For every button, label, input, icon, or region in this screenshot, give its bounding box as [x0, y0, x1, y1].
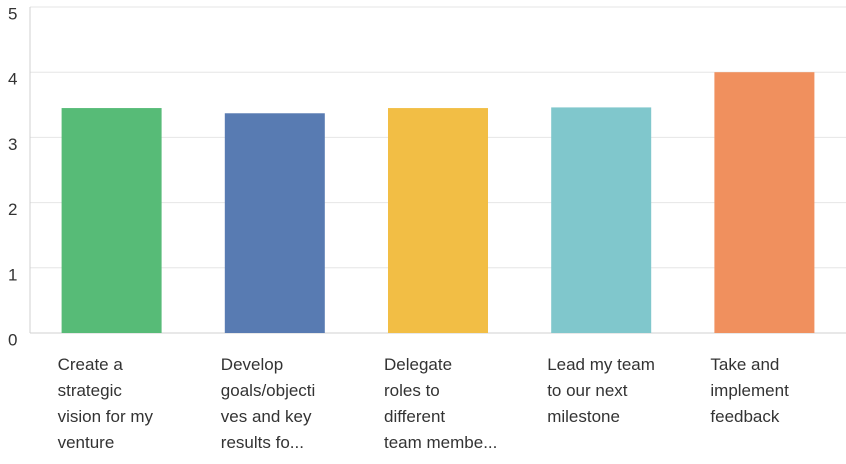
x-tick-label: Lead my team to our next milestone [547, 355, 655, 426]
x-tick-label: Delegate roles to different team membe..… [384, 355, 498, 452]
x-tick-label: Develop goals/objecti ves and key result… [220, 355, 316, 452]
y-tick-label: 2 [8, 200, 17, 219]
y-tick-label: 0 [8, 330, 17, 349]
y-tick-label: 1 [8, 265, 17, 284]
y-tick-label: 5 [8, 4, 17, 23]
y-tick-label: 3 [8, 135, 17, 154]
x-tick-label: Create a strategic vision for my venture [57, 355, 154, 452]
x-tick-label: Take and implement feedback [710, 355, 789, 426]
bar [714, 72, 815, 333]
bar [388, 108, 488, 333]
bar [61, 108, 162, 333]
bar [224, 113, 325, 333]
bar [551, 107, 652, 334]
y-tick-label: 4 [8, 70, 17, 89]
